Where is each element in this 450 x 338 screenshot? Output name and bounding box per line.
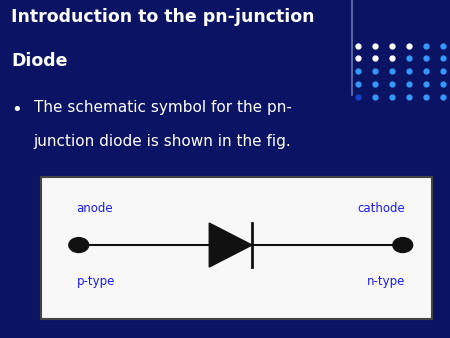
Text: cathode: cathode: [357, 202, 405, 215]
Circle shape: [69, 238, 89, 252]
Circle shape: [393, 238, 413, 252]
Text: junction diode is shown in the fig.: junction diode is shown in the fig.: [34, 134, 292, 148]
Polygon shape: [209, 223, 252, 267]
Text: n-type: n-type: [367, 275, 405, 288]
Text: •: •: [11, 101, 22, 119]
Text: Introduction to the pn-junction: Introduction to the pn-junction: [11, 8, 315, 26]
Text: Diode: Diode: [11, 52, 68, 70]
Text: p-type: p-type: [76, 275, 115, 288]
FancyBboxPatch shape: [40, 177, 432, 319]
Text: anode: anode: [76, 202, 113, 215]
Text: The schematic symbol for the pn-: The schematic symbol for the pn-: [34, 100, 292, 115]
